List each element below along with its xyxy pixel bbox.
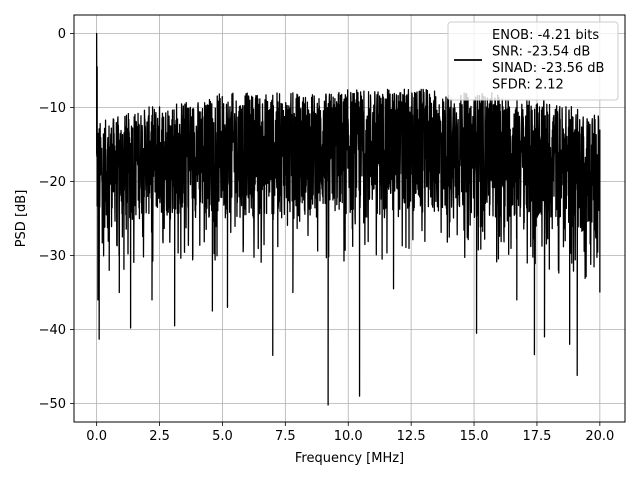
series-line xyxy=(95,32,601,406)
y-tick-label: −20 xyxy=(39,175,66,190)
x-tick-label: 0.0 xyxy=(86,429,107,444)
y-axis: 0 −10 −20 −30 −40 −50 xyxy=(39,27,74,412)
x-tick-label: 7.5 xyxy=(275,429,296,444)
y-tick-label: 0 xyxy=(58,27,66,42)
y-tick-label: −10 xyxy=(39,101,66,116)
x-axis: 0.0 2.5 5.0 7.5 10.0 12.5 15.0 17.5 20.0 xyxy=(86,422,614,444)
series-psd xyxy=(95,32,601,406)
y-tick-label: −50 xyxy=(39,397,66,412)
x-axis-label: Frequency [MHz] xyxy=(295,451,404,466)
legend-entry: SINAD: -23.56 dB xyxy=(492,61,604,76)
x-tick-label: 2.5 xyxy=(149,429,170,444)
legend-entry: SFDR: 2.12 xyxy=(492,78,564,93)
y-tick-label: −40 xyxy=(39,323,66,338)
x-tick-label: 10.0 xyxy=(334,429,363,444)
x-tick-label: 15.0 xyxy=(460,429,489,444)
axes-frame xyxy=(73,14,626,423)
y-axis-label: PSD [dB] xyxy=(14,190,29,248)
x-tick-label: 17.5 xyxy=(522,429,551,444)
y-tick-label: −30 xyxy=(39,249,66,264)
x-tick-label: 20.0 xyxy=(585,429,614,444)
legend-entry: ENOB: -4.21 bits xyxy=(492,28,599,43)
x-tick-label: 12.5 xyxy=(397,429,426,444)
legend-box xyxy=(447,21,619,101)
x-tick-label: 5.0 xyxy=(212,429,233,444)
legend-entry: SNR: -23.54 dB xyxy=(492,45,590,60)
